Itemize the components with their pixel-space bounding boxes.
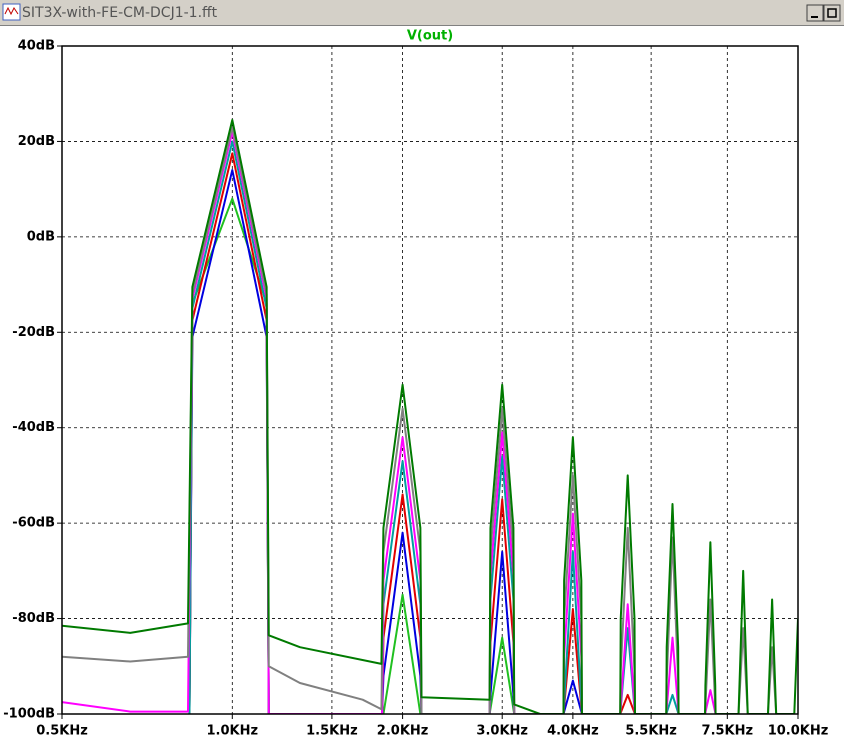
y-tick-label: 0dB [27, 229, 55, 244]
series-line [62, 126, 778, 714]
chart-title: V(out) [407, 29, 453, 44]
x-tick-label: 1.5KHz [306, 724, 358, 739]
series-line [62, 118, 798, 714]
maximize-button[interactable] [823, 4, 841, 22]
plot-frame [61, 45, 799, 715]
y-tick-label: -80dB [12, 611, 55, 626]
plot-lines [62, 118, 798, 714]
window-icon [2, 3, 21, 21]
minimize-button[interactable] [806, 4, 824, 22]
tick-labels: 40dB 20dB 0dB -20dB -40dB -60dB -80dB -100dB 0.5… [3, 39, 828, 739]
x-tick-label: 0.5KHz [36, 724, 88, 739]
y-tick-label: -60dB [12, 516, 55, 531]
y-tick-label: 40dB [18, 39, 55, 54]
x-tick-label: 7.5KHz [702, 724, 754, 739]
y-tick-label: -100dB [3, 707, 55, 722]
y-tick-label: 20dB [18, 134, 55, 149]
x-tick-label: 4.0KHz [547, 724, 599, 739]
x-tick-label: 1.0KHz [207, 724, 259, 739]
series-line [188, 169, 583, 714]
series-line [62, 130, 717, 714]
x-tick-label: 2.0KHz [377, 724, 429, 739]
x-tick-label: 5.5KHz [625, 724, 677, 739]
x-tick-label: 10.0KHz [768, 724, 829, 739]
y-tick-label: -20dB [12, 325, 55, 340]
grid [61, 45, 799, 715]
y-tick-label: -40dB [12, 420, 55, 435]
x-tick-label: 3.0KHz [476, 724, 528, 739]
series-line [188, 197, 516, 714]
window-title: SIT3X-with-FE-CM-DCJ1-1.fft [22, 5, 218, 21]
title-bar [0, 0, 844, 26]
